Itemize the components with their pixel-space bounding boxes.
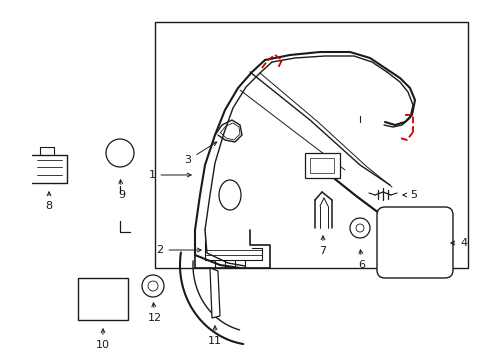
Text: 4: 4 — [450, 238, 466, 248]
FancyBboxPatch shape — [305, 153, 339, 178]
Circle shape — [355, 224, 363, 232]
Ellipse shape — [219, 180, 241, 210]
Circle shape — [148, 281, 158, 291]
Circle shape — [106, 139, 134, 167]
Bar — [155, 22, 467, 268]
FancyBboxPatch shape — [376, 207, 452, 278]
Text: 3: 3 — [184, 142, 216, 165]
Text: 11: 11 — [207, 326, 222, 346]
Text: 12: 12 — [148, 303, 162, 323]
Text: 2: 2 — [156, 245, 201, 255]
Circle shape — [349, 218, 369, 238]
FancyBboxPatch shape — [309, 158, 333, 173]
Bar — [78, 278, 128, 320]
Circle shape — [142, 275, 163, 297]
Text: 9: 9 — [118, 180, 125, 200]
Text: 6: 6 — [358, 250, 365, 270]
Polygon shape — [209, 268, 220, 318]
Text: 10: 10 — [96, 329, 110, 350]
Text: 7: 7 — [319, 236, 326, 256]
Text: 1: 1 — [148, 170, 191, 180]
Text: 8: 8 — [45, 192, 52, 211]
Text: 5: 5 — [402, 190, 416, 200]
